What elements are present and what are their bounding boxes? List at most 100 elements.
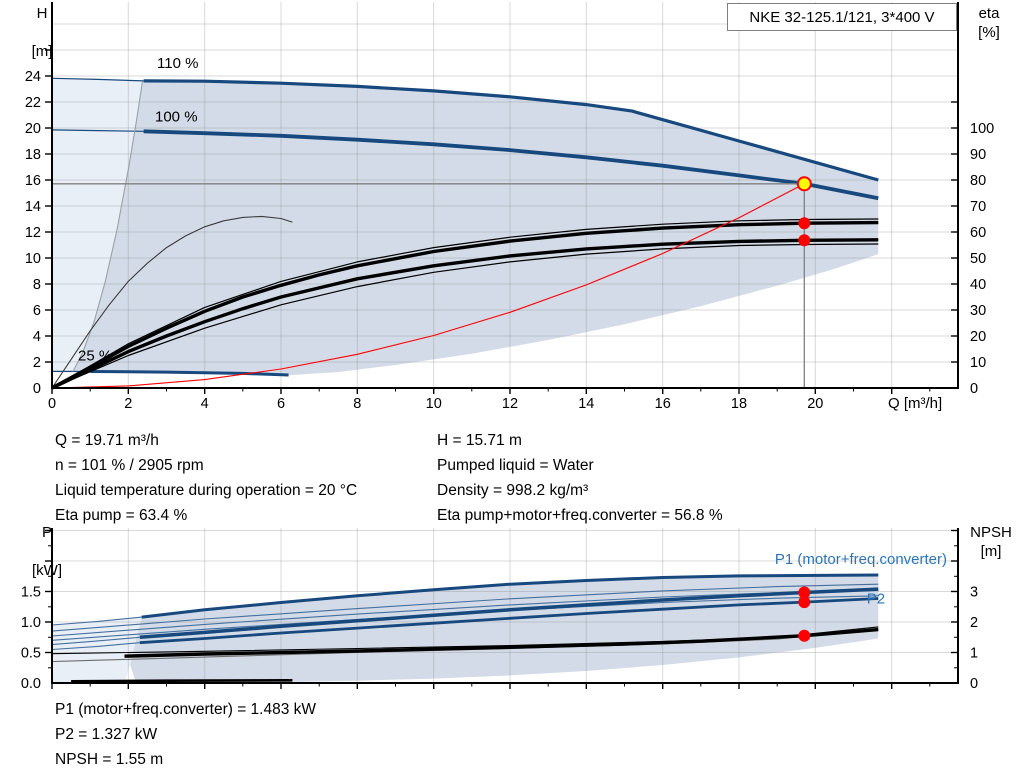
system-curve: [51, 183, 805, 389]
info-p2: P2 = 1.327 kW: [55, 726, 158, 743]
info-head: H = 15.71 m: [437, 432, 522, 449]
npsh-curve: [124, 627, 879, 658]
npsh-point: [798, 629, 811, 642]
p1-max-bound-lead: [51, 616, 142, 626]
left-axis-title: H: [37, 5, 48, 22]
right-tick-label: 0: [970, 676, 978, 692]
eta-pump-curve: [51, 220, 879, 390]
left-tick-label: 0.0: [21, 676, 41, 692]
envelope-low-speed: [52, 617, 142, 683]
right-tick-label: 90: [970, 147, 986, 163]
pump-title-box: NKE 32-125.1/121, 3*400 V: [727, 3, 957, 31]
right-axis-title: [m]: [981, 543, 1002, 560]
right-axis-title: eta: [979, 5, 1001, 22]
x-tick-label: 8: [353, 396, 361, 412]
p1-curve-lead: [51, 636, 140, 646]
power-npsh-chart-left-ticks: 0.0 0.5 1.0 1.5: [21, 529, 52, 692]
x-tick-label: 6: [277, 396, 285, 412]
x-tick-label: 20: [807, 396, 823, 412]
power-npsh-chart: P1 (motor+freq.converter)P20.00.51.01.50…: [21, 524, 1012, 692]
x-tick-label: 10: [426, 396, 442, 412]
info-eta-pump: Eta pump = 63.4 %: [55, 507, 188, 524]
left-axis-title: [m]: [32, 43, 53, 60]
speed-110pct-lead: [51, 77, 144, 82]
right-tick-label: 30: [970, 303, 986, 319]
right-tick-label: 70: [970, 199, 986, 215]
right-tick-label: 80: [970, 173, 986, 189]
qh-eta-chart-label: 110 %: [157, 55, 198, 72]
power-npsh-chart-x-ticks: [51, 683, 931, 689]
x-tick-label: 0: [48, 396, 56, 412]
info-speed: n = 101 % / 2905 rpm: [55, 457, 204, 474]
qh-eta-chart-label: 100 %: [155, 109, 198, 126]
p2-point: [798, 596, 811, 609]
qh-eta-chart-x-ticks: 0 2 4 6 8 10 12 14 16 18 20: [48, 388, 931, 412]
p1-fan-1: [51, 583, 879, 632]
x-tick-label: 18: [731, 396, 747, 412]
x-axis-title: Q [m³/h]: [888, 395, 942, 412]
power-npsh-chart-right-ticks: 0 1 2 3: [951, 529, 978, 692]
qh-eta-chart-regions: [52, 78, 879, 376]
p2-curve: [139, 597, 879, 645]
qh-eta-chart-markers: [796, 176, 812, 247]
right-tick-label: 60: [970, 225, 986, 241]
right-axis-title: NPSH: [970, 524, 1012, 541]
left-tick-label: 1.0: [21, 615, 41, 631]
left-tick-label: 10: [25, 251, 41, 267]
left-tick-label: 1.5: [21, 585, 41, 601]
eta-pump-point: [798, 217, 811, 230]
x-tick-label: 12: [502, 396, 518, 412]
p1-point: [798, 586, 811, 599]
info-flow: Q = 19.71 m³/h: [55, 432, 159, 449]
power-npsh-chart-markers: [798, 586, 811, 642]
left-tick-label: 22: [25, 95, 41, 111]
operating-envelope: [73, 81, 879, 376]
left-tick-label: 0.5: [21, 646, 41, 662]
p2-curve-lead: [51, 642, 140, 651]
power-npsh-chart-label: P1 (motor+freq.converter): [775, 551, 947, 568]
qh-eta-chart: 110 %100 %25 %0 2 4 6 8 10 12 14 16 18 20 Q [m³/h]0…: [25, 2, 1000, 412]
info-p1: P1 (motor+freq.converter) = 1.483 kW: [55, 701, 317, 718]
pump-title: NKE 32-125.1/121, 3*400 V: [749, 8, 935, 26]
power-info: P1 (motor+freq.converter) = 1.483 kW P2 …: [55, 697, 316, 772]
right-tick-label: 20: [970, 329, 986, 345]
left-tick-label: 24: [25, 69, 41, 85]
info-density: Density = 998.2 kg/m³: [437, 482, 589, 499]
x-tick-label: 14: [578, 396, 594, 412]
speed-25pct-curve: [90, 370, 289, 377]
right-tick-label: 1: [970, 646, 978, 662]
left-tick-label: 0: [33, 381, 41, 397]
right-tick-label: 100: [970, 121, 994, 137]
right-tick-label: 10: [970, 355, 986, 371]
min-speed-parabola: [72, 81, 144, 372]
power-npsh-chart-axes: [51, 528, 959, 684]
eta-total-curve: [51, 238, 879, 390]
right-tick-label: 0: [970, 381, 978, 397]
right-tick-label: 3: [970, 585, 978, 601]
info-liquid-temp: Liquid temperature during operation = 20…: [55, 482, 358, 499]
left-tick-label: 6: [33, 303, 41, 319]
qh-eta-chart-curves: [51, 77, 879, 390]
p1-curve: [139, 587, 879, 640]
duty-point[interactable]: [796, 176, 812, 192]
left-tick-label: 12: [25, 225, 41, 241]
p2-25pct-curve: [71, 678, 293, 683]
info-pumped-liquid: Pumped liquid = Water: [437, 457, 594, 474]
left-tick-label: 18: [25, 147, 41, 163]
x-tick-label: 4: [201, 396, 209, 412]
left-tick-label: 14: [25, 199, 41, 215]
duty-info-right: H = 15.71 m Pumped liquid = Water Densit…: [437, 428, 723, 528]
right-tick-label: 2: [970, 615, 978, 631]
left-tick-label: 4: [33, 329, 41, 345]
info-eta-total: Eta pump+motor+freq.converter = 56.8 %: [437, 507, 723, 524]
power-npsh-chart-label: P2: [867, 591, 885, 608]
left-axis-title: [kW]: [32, 562, 62, 579]
envelope-low-speed: [52, 78, 143, 372]
p1-max-bound: [141, 573, 879, 619]
speed-100pct-lead: [51, 129, 144, 132]
speed-100pct-curve: [143, 129, 879, 201]
x-tick-label: 16: [655, 396, 671, 412]
